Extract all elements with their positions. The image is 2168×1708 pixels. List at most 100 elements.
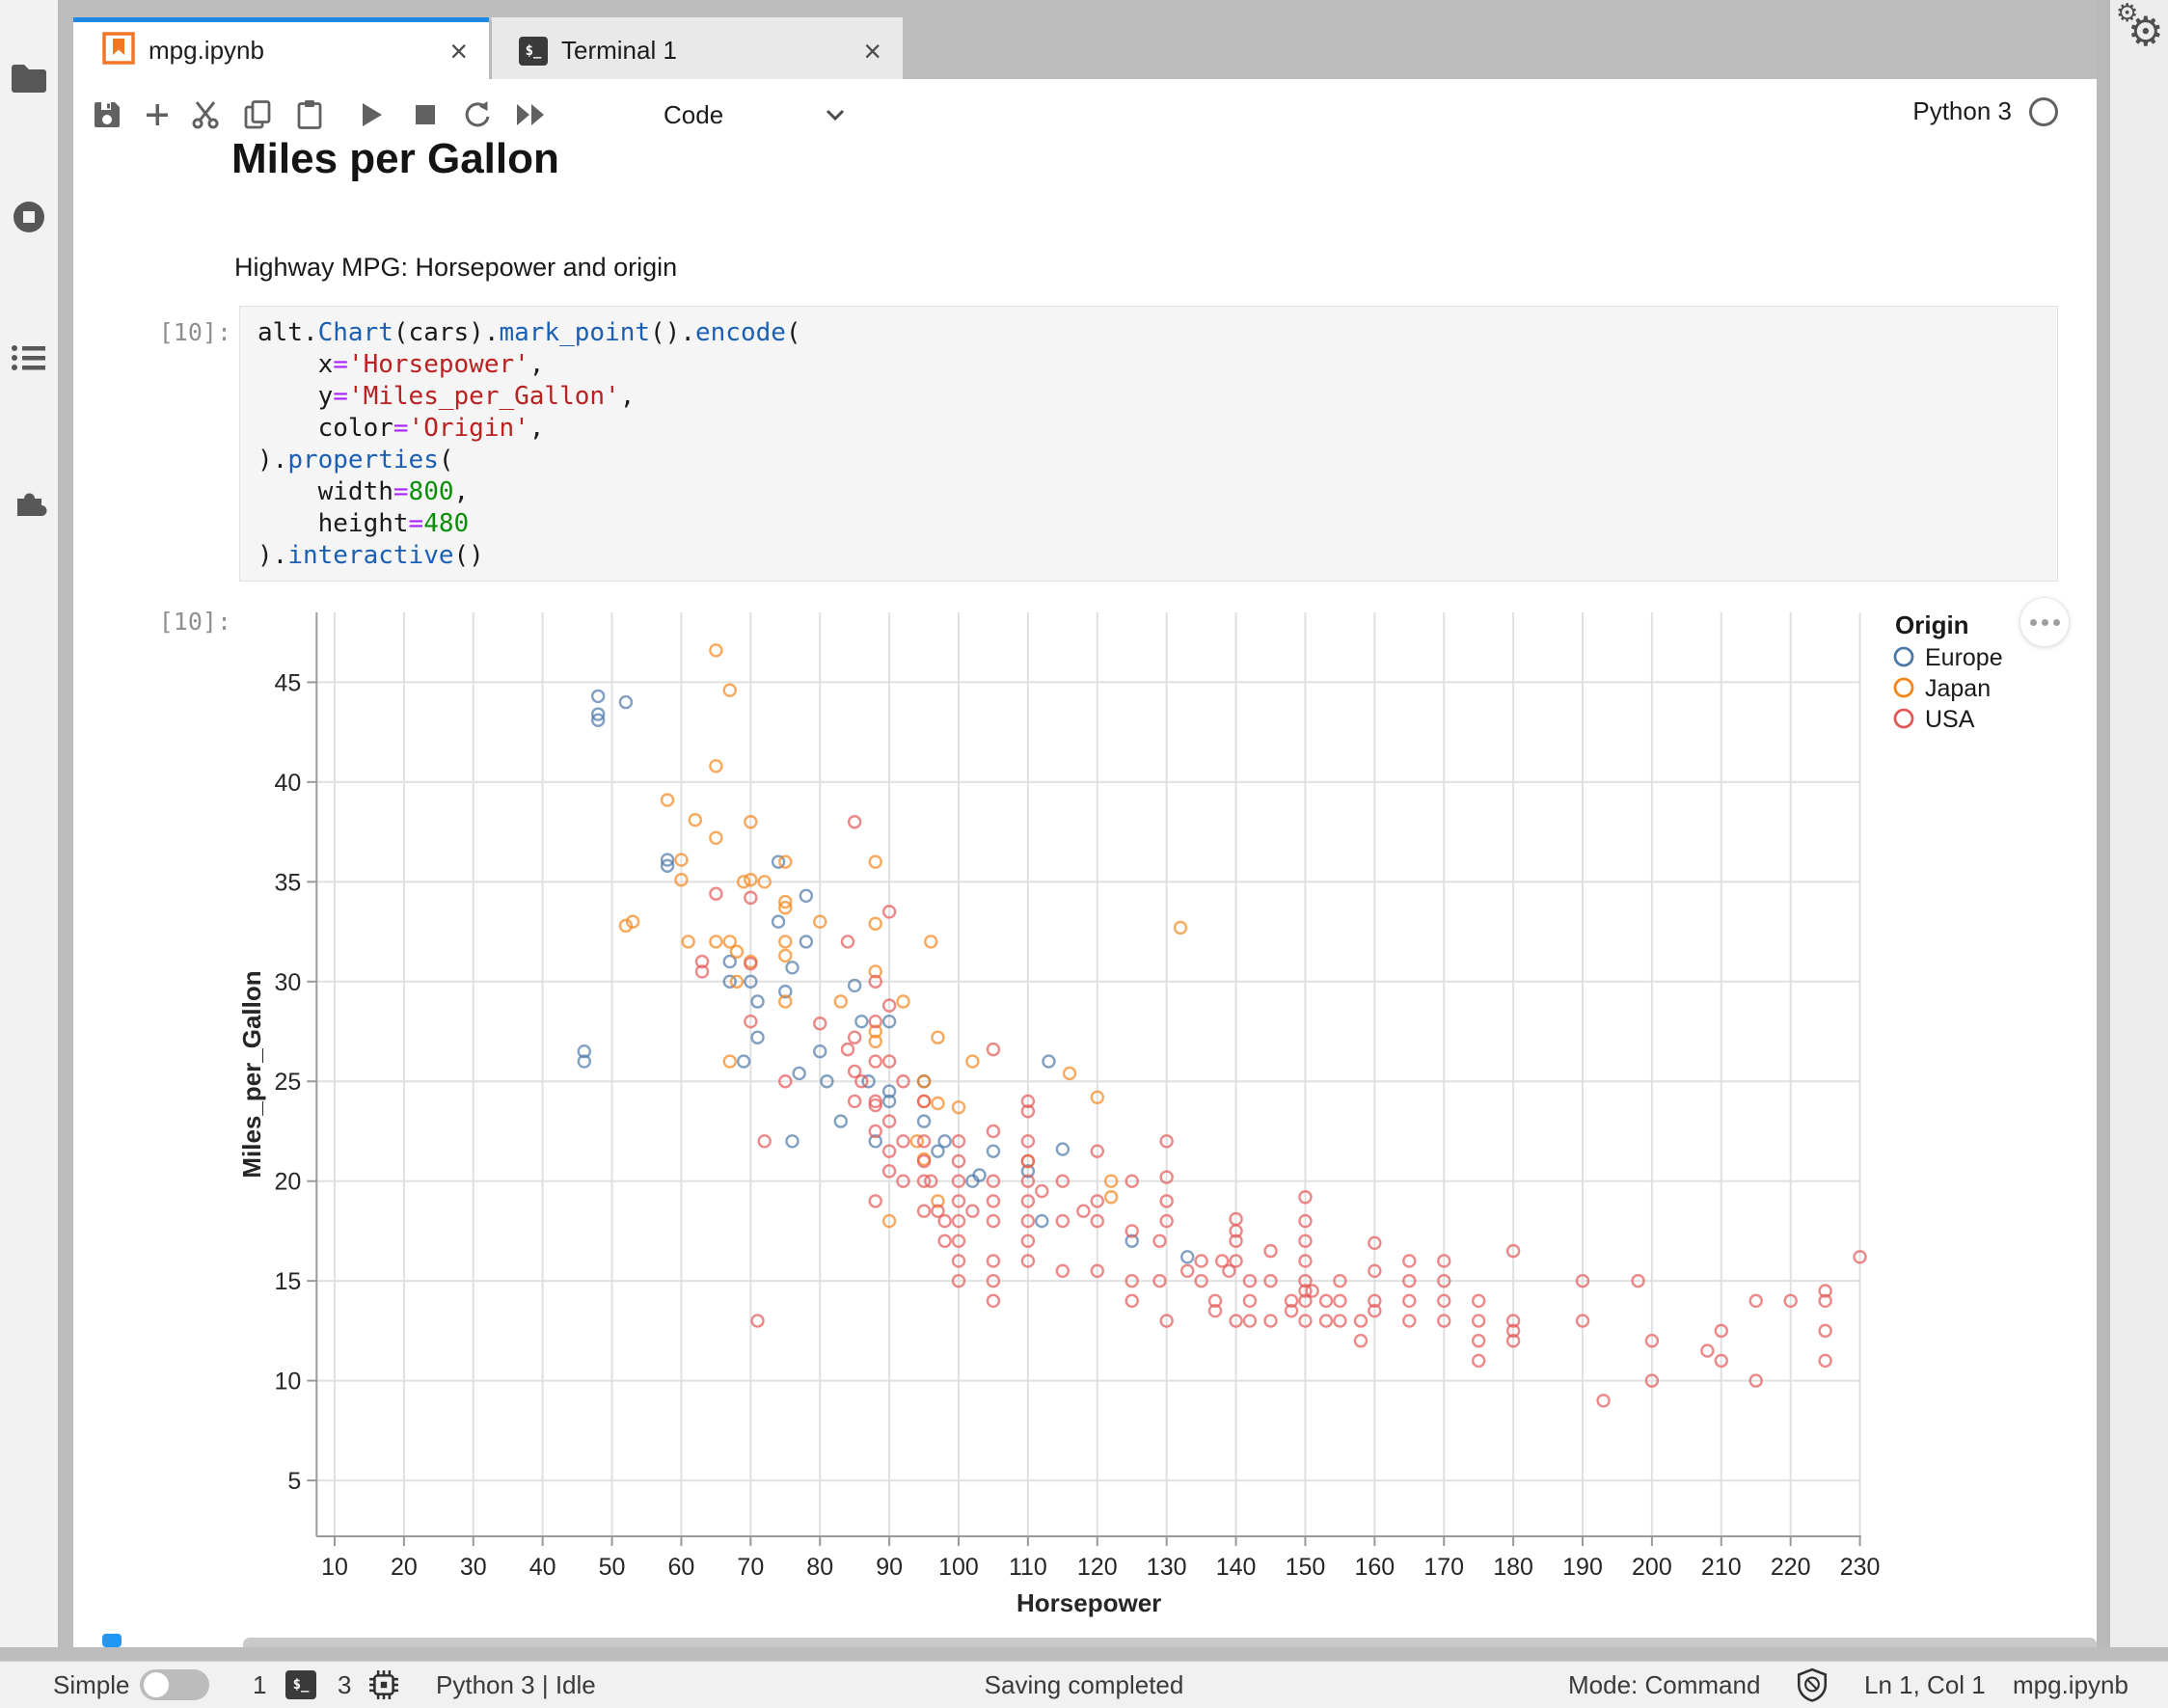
scatter-point	[986, 1174, 1001, 1188]
axis-tick-label: 20	[391, 1554, 418, 1581]
scatter-point	[1318, 1293, 1334, 1309]
terminal-icon[interactable]: $_	[285, 1662, 316, 1708]
scatter-point	[881, 1014, 897, 1029]
run-cell-icon[interactable]	[355, 98, 388, 131]
axis-tick-label: 60	[668, 1554, 695, 1581]
notebook-toolbar: Code Python 3	[73, 79, 2097, 149]
trust-shield-icon[interactable]	[1797, 1662, 1828, 1708]
scatter-point	[896, 1134, 910, 1149]
tab-mpg-notebook[interactable]: mpg.ipynb ×	[73, 17, 489, 79]
scatter-point	[590, 689, 606, 704]
scatter-point	[1173, 920, 1188, 935]
settings-gears-icon[interactable]: ⚙ ⚙	[2116, 0, 2164, 54]
scatter-point	[1505, 1243, 1521, 1259]
scatter-point	[1263, 1243, 1278, 1259]
scatter-point	[1700, 1343, 1715, 1358]
scatter-point	[1020, 1134, 1036, 1149]
kernel-status-text[interactable]: Python 3 | Idle	[436, 1669, 596, 1699]
paste-cells-icon[interactable]	[293, 98, 326, 131]
scatter-point	[1284, 1293, 1299, 1309]
kernel-chip-icon[interactable]	[368, 1662, 399, 1708]
y-axis-title: Miles_per_Gallon	[237, 970, 266, 1178]
running-sessions-icon[interactable]	[9, 197, 49, 237]
cell-type-dropdown[interactable]: Code	[664, 96, 847, 133]
active-cell-collapser[interactable]	[102, 1634, 122, 1647]
chart-svg[interactable]: 10 20 30 40 50 60 70 80 90 100 110 120 130 140 150 160 1…	[222, 579, 2097, 1620]
scatter-point	[986, 1042, 1001, 1057]
axis-tick-label: 220	[1771, 1554, 1811, 1581]
scatter-point	[868, 1014, 882, 1029]
axis-tick-label: 25	[274, 1069, 301, 1096]
scatter-point	[1229, 1234, 1243, 1248]
scatter-point	[1437, 1314, 1451, 1328]
scatter-point	[1055, 1142, 1070, 1156]
kernel-status-icon[interactable]	[2029, 96, 2058, 126]
scatter-point	[951, 1213, 966, 1229]
vega-actions-button[interactable]	[2019, 597, 2070, 647]
axis-tick-label: 30	[460, 1554, 487, 1581]
scatter-point	[1020, 1234, 1036, 1248]
scatter-point	[1298, 1284, 1313, 1298]
scatter-point	[792, 1066, 806, 1081]
table-of-contents-icon[interactable]	[9, 338, 49, 378]
code-cell-editor[interactable]: alt.Chart(cars).mark_point().encode( x='…	[239, 306, 2058, 582]
scatter-point	[660, 853, 675, 867]
dock-tab-bar: mpg.ipynb × $_ Terminal 1 ×	[60, 0, 2168, 79]
code-line: width=800,	[257, 477, 470, 506]
code-line: color='Origin',	[257, 414, 545, 443]
cursor-position[interactable]: Ln 1, Col 1	[1864, 1669, 1986, 1699]
stop-kernel-icon[interactable]	[409, 98, 442, 131]
scatter-point	[744, 873, 758, 887]
restart-kernel-icon[interactable]	[461, 98, 494, 131]
command-mode-indicator[interactable]: Mode: Command	[1568, 1669, 1761, 1699]
scatter-point	[1333, 1273, 1347, 1288]
scatter-point	[1575, 1314, 1590, 1328]
vega-scatter-chart[interactable]: 10 20 30 40 50 60 70 80 90 100 110 120 130 140 150 160 1…	[222, 579, 2097, 1620]
scatter-point	[1159, 1194, 1174, 1208]
scatter-point	[722, 954, 737, 969]
close-icon[interactable]: ×	[449, 33, 468, 68]
code-line: alt.Chart(cars).mark_point().encode(	[257, 318, 801, 347]
scatter-point	[744, 815, 758, 829]
scatter-point	[1818, 1284, 1832, 1298]
cut-cells-icon[interactable]	[189, 98, 222, 131]
axis-tick-label: 120	[1077, 1554, 1118, 1581]
scatter-point	[618, 918, 634, 934]
legend-symbol	[1893, 677, 1914, 698]
axis-tick-label: 5	[287, 1468, 301, 1495]
scatter-point	[771, 914, 786, 929]
save-icon[interactable]	[91, 98, 123, 131]
add-cell-icon[interactable]	[141, 98, 174, 131]
scatter-point	[1368, 1303, 1382, 1318]
extensions-icon[interactable]	[9, 482, 49, 523]
scatter-point	[681, 935, 695, 949]
scatter-point	[986, 1144, 1001, 1158]
scatter-point	[833, 994, 848, 1009]
copy-cells-icon[interactable]	[241, 98, 274, 131]
horizontal-scrollbar[interactable]	[243, 1638, 2097, 1649]
terminal-count: 1	[253, 1669, 267, 1699]
restart-run-all-icon[interactable]	[515, 98, 548, 131]
scatter-point	[951, 1273, 966, 1288]
scatter-point	[813, 1044, 827, 1059]
simple-mode-toggle[interactable]	[140, 1669, 209, 1700]
scatter-point	[881, 1164, 897, 1179]
scatter-point	[847, 1030, 862, 1044]
scatter-point	[736, 1054, 751, 1069]
scatter-point	[1596, 1394, 1611, 1408]
tab-terminal-1[interactable]: $_ Terminal 1 ×	[491, 17, 903, 79]
scatter-point	[847, 815, 862, 829]
scatter-point	[1159, 1170, 1174, 1184]
close-icon[interactable]: ×	[863, 33, 881, 68]
statusbar-filename: mpg.ipynb	[2013, 1669, 2128, 1699]
scatter-point	[1298, 1213, 1313, 1229]
kernel-name[interactable]: Python 3	[1912, 96, 2012, 125]
scatter-point	[1055, 1263, 1070, 1279]
file-browser-icon[interactable]	[9, 58, 49, 98]
scatter-point	[750, 1030, 765, 1044]
scatter-point	[868, 1054, 882, 1069]
scatter-point	[1125, 1293, 1139, 1309]
scatter-point	[916, 1074, 932, 1089]
axis-tick-label: 190	[1562, 1554, 1603, 1581]
code-line: ).interactive()	[257, 541, 484, 570]
